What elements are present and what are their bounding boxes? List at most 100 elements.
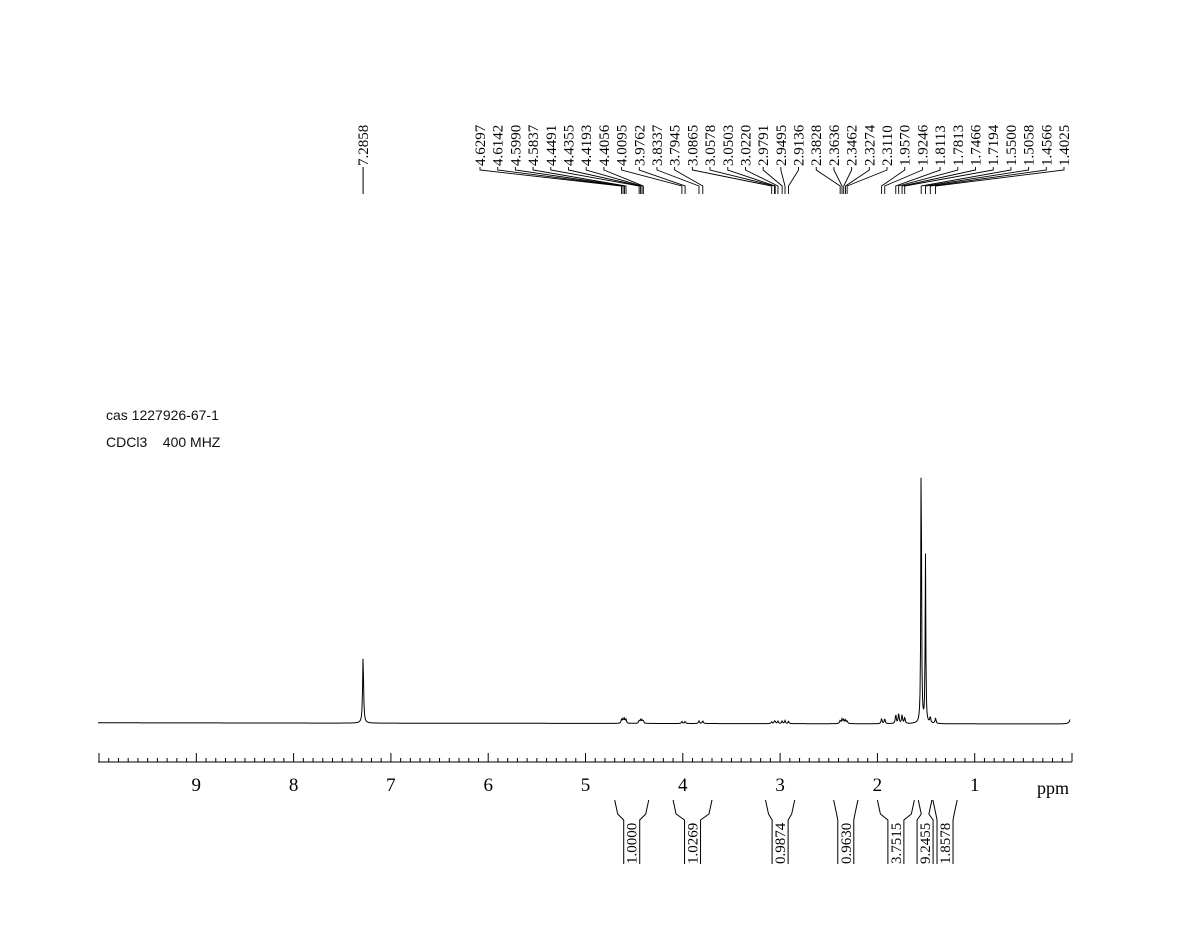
solvent-peak-label: 7.2858 <box>356 125 372 166</box>
peak-label: 2.3462 <box>845 125 861 166</box>
peak-label-connector <box>745 167 779 194</box>
integral-value: 1.8578 <box>938 823 954 864</box>
peak-label-connector <box>568 167 641 194</box>
peak-label-connector <box>727 167 776 194</box>
peak-label: 4.5990 <box>508 125 524 166</box>
integral-bracket <box>614 799 650 864</box>
sample-conditions-label: CDCl3 400 MHZ <box>106 434 221 450</box>
peak-label-connector <box>550 167 640 194</box>
peak-label: 4.4193 <box>579 125 595 166</box>
peak-label-connector <box>845 167 870 194</box>
peak-label-connector <box>884 167 923 194</box>
peak-label: 4.5837 <box>526 124 542 166</box>
x-axis-label: ppm <box>1037 778 1069 798</box>
x-tick-label: 9 <box>192 775 202 796</box>
peak-label: 2.3828 <box>809 125 825 166</box>
sample-cas-label: cas 1227926-67-1 <box>106 407 219 423</box>
peak-label: 3.0578 <box>703 125 719 166</box>
peak-label-connector <box>497 167 624 194</box>
peak-label-connector <box>762 167 783 194</box>
peak-label: 1.9246 <box>915 124 931 166</box>
peak-label-connector <box>788 167 799 194</box>
x-tick-label: 1 <box>970 775 980 796</box>
peak-label-connector <box>929 167 1047 194</box>
peak-label-connector <box>479 167 622 194</box>
peak-label-connector <box>815 167 841 194</box>
peak-label: 1.7466 <box>969 124 985 166</box>
peak-label-connector <box>895 167 941 194</box>
peak-label-connector <box>532 167 627 194</box>
peak-label: 1.9570 <box>898 125 914 166</box>
peak-label: 4.6297 <box>473 124 489 166</box>
peak-label: 1.8113 <box>933 125 949 166</box>
peak-label: 3.9762 <box>632 125 648 166</box>
peak-label-connector <box>904 167 994 194</box>
peak-label-connector <box>843 167 853 194</box>
peak-label: 1.4566 <box>1039 124 1055 166</box>
peak-label-connector <box>898 167 959 194</box>
peak-label: 1.7813 <box>951 125 967 166</box>
integral-bracket <box>765 799 796 864</box>
peak-label: 2.9791 <box>756 125 772 166</box>
peak-label-connector <box>833 167 843 194</box>
x-tick-label: 6 <box>483 775 493 796</box>
integral-bracket <box>672 799 713 864</box>
peak-label: 3.0220 <box>738 125 754 166</box>
integral-value: 0.9630 <box>839 823 855 864</box>
peak-label: 1.7194 <box>986 124 1002 166</box>
integral-value: 1.0269 <box>686 823 702 864</box>
spectrum-trace <box>98 477 1071 725</box>
peak-label-connector <box>674 167 704 194</box>
x-tick-label: 3 <box>775 775 785 796</box>
peak-label: 3.0865 <box>685 125 701 166</box>
peak-label: 2.9136 <box>792 124 808 166</box>
peak-label-connector <box>638 167 686 194</box>
integral-bracket <box>916 799 934 864</box>
x-tick-label: 4 <box>678 775 688 796</box>
peak-label: 2.3274 <box>862 124 878 166</box>
peak-label-connector <box>514 167 625 194</box>
integral-bracket <box>833 799 859 864</box>
peak-label: 4.0095 <box>615 125 631 166</box>
integral-group: 1.0000 1.0269 0.9874 0.9630 3.7515 9.2455 1.85… <box>614 799 958 864</box>
peak-label: 3.7945 <box>668 125 684 166</box>
peak-label: 4.4491 <box>544 125 560 166</box>
peak-label: 2.3110 <box>880 125 896 166</box>
peak-label-connector <box>603 167 644 194</box>
x-tick-label: 5 <box>581 775 591 796</box>
peak-label: 1.5500 <box>1004 125 1020 166</box>
peak-label-connector <box>691 167 773 194</box>
peak-label-connector <box>780 167 786 194</box>
integral-value: 3.7515 <box>889 823 905 864</box>
peak-label: 2.3636 <box>827 124 843 166</box>
integral-value: 0.9874 <box>773 822 789 864</box>
x-tick-label: 8 <box>289 775 299 796</box>
peak-label-group: 7.2858 4.6297 4.6142 4.5990 4.5837 4.4491 4.43… <box>356 124 1073 194</box>
peak-label-connector <box>709 167 775 194</box>
peak-label-connector <box>656 167 700 194</box>
peak-label-connector <box>901 167 976 194</box>
peak-label: 3.0503 <box>721 125 737 166</box>
peak-label-connector <box>920 167 1012 194</box>
spectrum-group <box>98 477 1071 725</box>
peak-label-connector <box>621 167 683 194</box>
x-axis: 9 8 7 6 5 4 3 2 1 ppm <box>98 753 1073 798</box>
peak-label-connector <box>585 167 643 194</box>
peak-label-connector <box>935 167 1065 194</box>
peak-label-connector <box>846 167 888 194</box>
peak-label-connector <box>925 167 1030 194</box>
peak-label: 2.9495 <box>774 125 790 166</box>
x-tick-label: 2 <box>873 775 883 796</box>
peak-label: 4.4056 <box>597 124 613 166</box>
x-tick-label: 7 <box>386 775 396 796</box>
peak-label: 4.6142 <box>491 125 507 166</box>
integral-bracket <box>932 799 958 864</box>
peak-label: 1.5058 <box>1022 125 1038 166</box>
integral-value: 9.2455 <box>918 823 934 864</box>
peak-label-connector <box>881 167 906 194</box>
peak-label: 1.4025 <box>1057 125 1073 166</box>
integral-bracket <box>876 799 915 864</box>
peak-label: 4.4355 <box>561 125 577 166</box>
integral-value: 1.0000 <box>625 823 641 864</box>
